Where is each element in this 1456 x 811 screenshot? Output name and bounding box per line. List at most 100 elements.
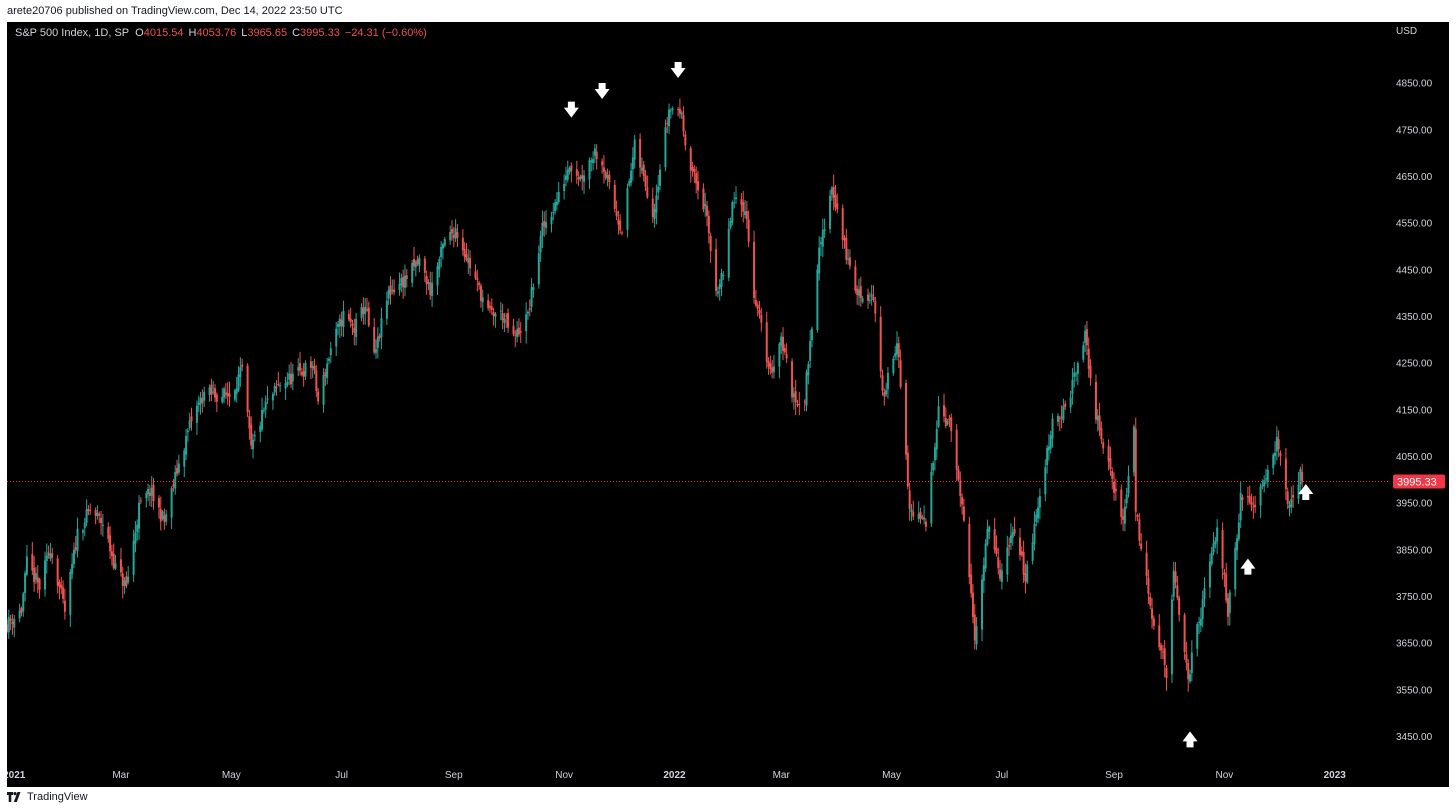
candle-body: [1013, 528, 1016, 534]
candle-body: [653, 208, 656, 219]
candle-body: [58, 581, 61, 588]
candle-body: [957, 469, 960, 480]
candle-body: [1087, 348, 1090, 369]
tradingview-logo[interactable]: TradingView: [7, 791, 88, 803]
candlestick-chart[interactable]: 3450.00 3550.00 3650.00 3750.00 3850.00 3950.…: [7, 22, 1449, 787]
candle-body: [883, 392, 886, 397]
candle-body: [31, 553, 34, 571]
candle-body: [794, 391, 797, 403]
candle-body: [112, 553, 115, 569]
candle-body: [1223, 572, 1226, 575]
candle-body: [101, 524, 104, 526]
symbol-name: S&P 500 Index, 1D, SP: [15, 27, 129, 39]
candle-body: [136, 524, 139, 533]
candle-body: [744, 211, 747, 215]
candle-body: [176, 468, 179, 474]
candle-body: [753, 241, 756, 299]
ohlc-legend: S&P 500 Index, 1D, SP O4015.54 H4053.76 L39…: [15, 27, 427, 39]
x-tick-label: Nov: [555, 770, 573, 781]
candle-body: [1272, 454, 1275, 469]
candle-body: [669, 110, 672, 112]
candle-body: [286, 381, 289, 385]
candle-body: [125, 576, 128, 587]
arrow-up-icon: [1298, 484, 1314, 500]
candle-body: [1038, 495, 1041, 508]
candle-body: [729, 221, 732, 228]
candle-body: [7, 624, 8, 632]
candle-body: [288, 373, 291, 380]
candle-body: [689, 148, 692, 171]
candle-body: [393, 289, 396, 293]
candle-body: [221, 396, 224, 403]
candle-body: [284, 383, 287, 389]
candle-body: [364, 306, 367, 315]
publish-bar: arete20706 published on TradingView.com,…: [0, 0, 1456, 22]
candle-body: [13, 618, 16, 628]
candle-body: [756, 304, 759, 310]
candle-body: [389, 285, 392, 295]
candle-body: [1160, 645, 1163, 651]
candle-body: [1277, 439, 1280, 450]
candle-body: [948, 418, 951, 421]
candle-body: [982, 565, 985, 581]
candle-body: [961, 496, 964, 505]
candle-body: [859, 286, 862, 298]
candle-body: [24, 573, 27, 594]
candle-body: [452, 234, 455, 238]
candle-body: [537, 253, 540, 285]
candle-body: [98, 513, 101, 516]
candle-body: [488, 305, 491, 308]
candle-body: [25, 556, 28, 575]
candle-body: [943, 405, 946, 417]
candle-body: [9, 618, 12, 621]
close-value: 3995.33: [300, 27, 340, 39]
candle-body: [474, 271, 477, 279]
candle-body: [881, 375, 884, 391]
candle-body: [1210, 552, 1213, 564]
candle-body: [449, 232, 452, 241]
candle-body: [11, 621, 14, 625]
candle-body: [1152, 618, 1155, 626]
candle-body: [639, 139, 642, 168]
candle-body: [1037, 507, 1040, 519]
candle-body: [644, 175, 647, 187]
candle-body: [709, 235, 712, 252]
candle-body: [418, 257, 421, 267]
candle-body: [816, 269, 819, 330]
candle-body: [197, 402, 200, 406]
candle-body: [110, 551, 113, 557]
candle-body: [693, 169, 696, 173]
y-tick-label: 3950.00: [1396, 499, 1433, 510]
candle-body: [174, 471, 177, 489]
candle-body: [1261, 485, 1264, 487]
candle-body: [1127, 476, 1130, 494]
candle-body: [727, 228, 730, 278]
candle-body: [150, 488, 153, 496]
candle-body: [427, 282, 430, 284]
candle-body: [253, 435, 256, 437]
chart-area[interactable]: 3450.00 3550.00 3650.00 3750.00 3850.00 3950.…: [7, 22, 1449, 787]
candle-body: [132, 540, 135, 575]
candle-body: [595, 151, 598, 160]
candle-body: [798, 403, 801, 406]
candle-body: [360, 306, 363, 318]
candle-body: [588, 160, 591, 180]
candle-body: [668, 109, 671, 127]
candle-body: [733, 202, 736, 204]
candle-body: [1102, 442, 1105, 449]
candle-body: [403, 275, 406, 288]
candle-body: [554, 202, 557, 212]
candle-body: [100, 517, 103, 524]
candle-body: [246, 365, 249, 413]
candle-body: [1140, 543, 1143, 550]
candle-body: [413, 259, 416, 267]
candle-body: [677, 109, 680, 111]
candle-body: [416, 259, 419, 264]
candle-body: [1227, 598, 1230, 617]
candle-body: [1051, 418, 1054, 439]
candle-body: [71, 563, 74, 574]
candle-body: [375, 349, 378, 353]
candle-body: [342, 310, 345, 328]
candle-body: [1221, 530, 1224, 569]
candle-body: [440, 247, 443, 258]
